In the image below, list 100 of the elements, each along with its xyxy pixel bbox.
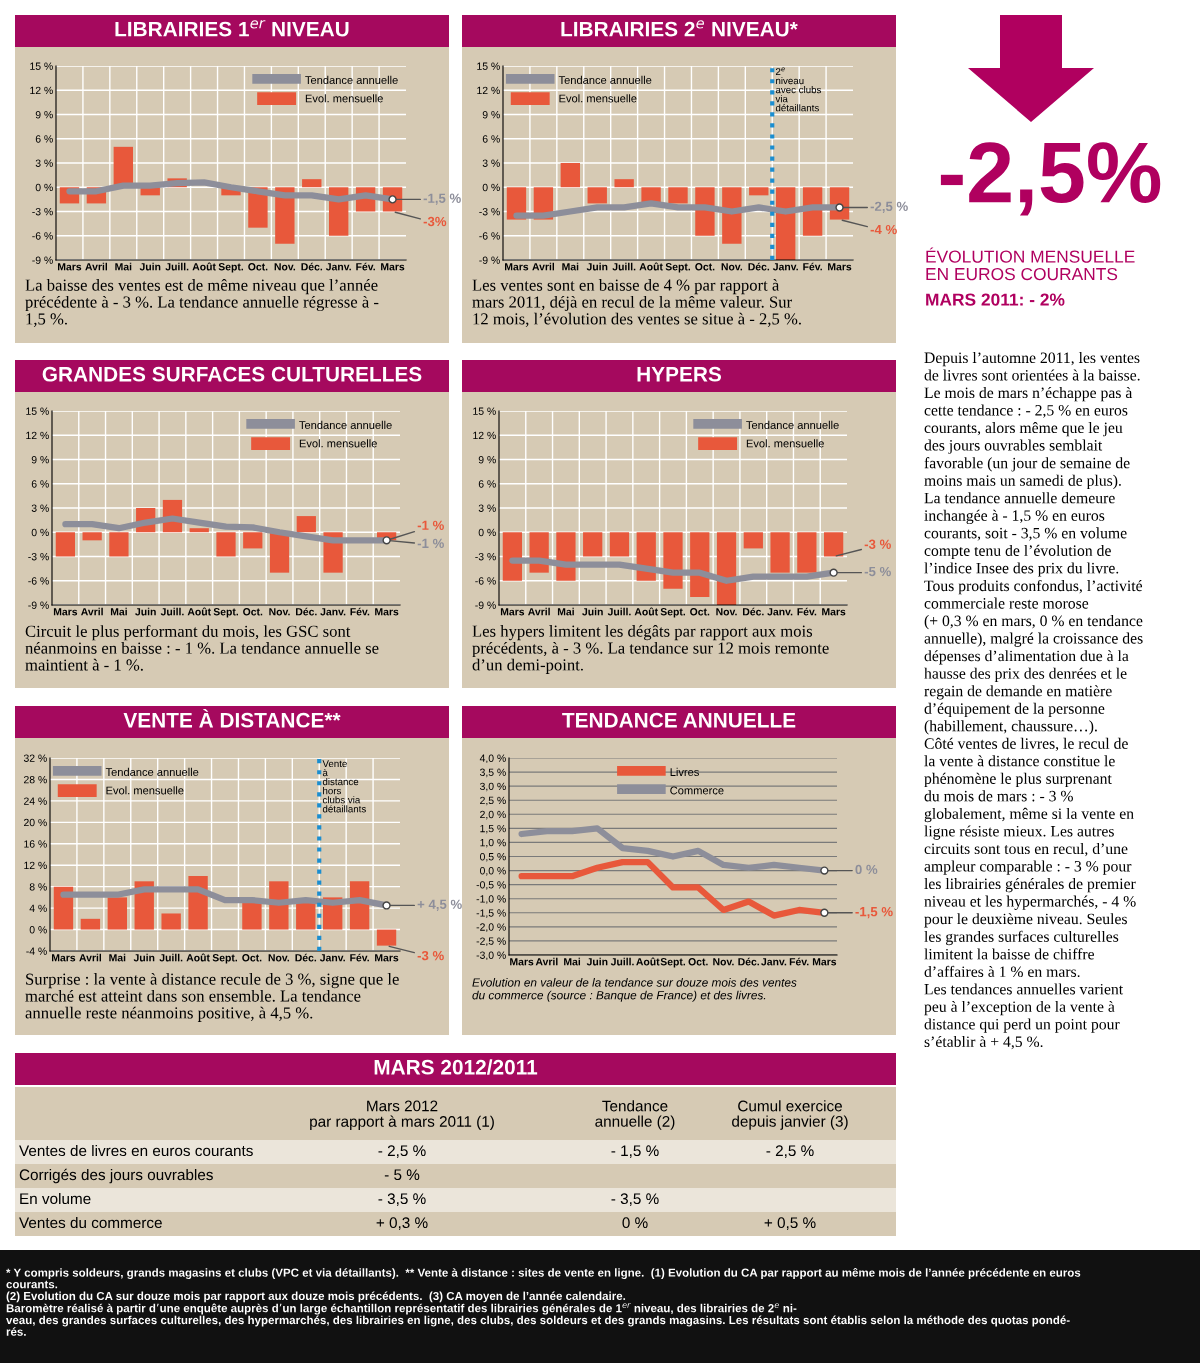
x-tick-label: Oct.: [695, 263, 715, 271]
y-tick-label: 12 %: [473, 431, 496, 440]
x-tick-label: Mai: [109, 953, 126, 962]
y-tick-label: -1,5 %: [476, 909, 506, 918]
bar: [80, 918, 101, 930]
x-tick-label: Janv.: [320, 608, 346, 616]
chart-title: GRANDES SURFACES CULTURELLES: [42, 366, 422, 382]
x-tick-label: Mai: [557, 607, 574, 616]
y-tick-label: -3 %: [28, 553, 49, 561]
y-tick-label: 9 %: [31, 456, 49, 464]
x-tick-label: Avril: [85, 262, 108, 271]
y-tick-label: 1,5 %: [480, 824, 506, 834]
text: - 3,5 %: [611, 1193, 659, 1206]
y-tick-label: 6 %: [35, 135, 53, 143]
category-label: Corrigés des jours ouvrables: [19, 1168, 213, 1184]
chart-title: LIBRAIRIES 1$^{er}$ NIVEAU: [115, 20, 349, 37]
text: + 0,5 %: [764, 1217, 816, 1230]
y-tick-label: -6 %: [475, 577, 496, 585]
x-tick-label: Sept.: [213, 608, 239, 618]
bar: [560, 163, 580, 188]
y-tick-label: -6 %: [32, 232, 53, 240]
y-tick-label: -9 %: [32, 256, 53, 264]
y-tick-label: 2,5 %: [480, 796, 506, 806]
x-tick-label: Nov.: [716, 608, 737, 616]
x-tick-label: Août: [187, 607, 211, 616]
x-tick-label: Avril: [532, 262, 555, 271]
x-tick-label: Déc.: [296, 607, 317, 616]
data-label: -3 %: [417, 950, 444, 961]
x-tick-label: Nov.: [713, 958, 734, 966]
x-tick-label: Déc.: [743, 607, 764, 616]
bar: [296, 902, 316, 930]
x-tick-label: Fév.: [789, 957, 809, 966]
y-tick-label: 3 %: [31, 504, 49, 512]
x-tick-label: Janv.: [761, 958, 787, 966]
bar: [161, 913, 181, 930]
x-tick-label: Déc.: [738, 957, 759, 966]
bar: [55, 532, 76, 557]
text: Circuit le plus performant du mois, les GSC sont néanmoins en baisse : - 1 %. La tendance annuelle se maintient à - 1 %.: [25, 625, 379, 671]
legend-label: Tendance annuelle: [558, 75, 652, 84]
y-tick-label: -6 %: [28, 577, 49, 585]
x-tick-label: Fév.: [803, 262, 822, 271]
legend-label: Evol. mensuelle: [305, 94, 383, 103]
x-tick-label: Juin: [139, 262, 161, 271]
text: Evolution en valeur de la tendance sur douze mois des ventes du commerce (source : Banque de France) et des livres.: [472, 978, 797, 1002]
category-label: Ventes de livres en euros courants: [19, 1144, 253, 1157]
y-tick-label: 15 %: [26, 407, 49, 415]
y-tick-label: 6 %: [31, 480, 49, 488]
text: - 2,5 %: [378, 1145, 426, 1158]
x-tick-label: Août: [186, 953, 210, 962]
y-tick-label: 12 %: [30, 86, 53, 95]
legend-label: Evol. mensuelle: [106, 786, 184, 795]
x-tick-label: Juill.: [160, 607, 184, 616]
legend-label: Evol. mensuelle: [299, 439, 377, 448]
text: MARS 2011: - 2%: [926, 293, 1065, 306]
x-tick-label: Mars: [828, 263, 852, 271]
y-tick-label: 4,0 %: [479, 754, 506, 764]
y-tick-label: 12 %: [24, 861, 47, 870]
x-tick-label: Oct.: [242, 954, 262, 962]
y-tick-label: 20 %: [24, 818, 47, 827]
legend-label: Livres: [670, 767, 699, 776]
x-tick-label: Mars: [510, 958, 534, 966]
x-tick-label: Déc.: [295, 953, 317, 962]
y-tick-label: -0,5 %: [476, 881, 506, 890]
legend-label: Tendance annuelle: [299, 420, 392, 429]
bar: [587, 187, 607, 204]
x-tick-label: Janv.: [325, 263, 351, 271]
bar: [189, 528, 209, 533]
text: * Y compris soldeurs, grands magasins et clubs (VPC et via détaillants). ** Vente à distance : sites de vente en ligne. (1) Evolution du CA par rapport au même mois de l’année précédente en euros courants. (2) Evolution du CA sur douze mois par rapport aux douze mois précédents. (3) CA moyen de l’année calendaire. Baromètre réalisé à partir d’une enquête auprès d’un large échantillon représentatif des librairies générales de 1$^{er}$ niveau, des librairies de 2$^{e}$ ni- veau, des grandes surfaces culturelles, des hypermarchés, des librairies en ligne, des clubs, des soldeurs et des grands magasins. Les résultats sont établis selon la méthode des quotas pondé- rés.: [6, 1268, 1081, 1336]
y-tick-label: -3 %: [479, 208, 500, 216]
chart-title: TENDANCE ANNUELLE: [562, 712, 796, 728]
y-tick-label: 32 %: [23, 754, 47, 762]
y-tick-label: 6 %: [482, 135, 500, 143]
x-tick-label: Juill.: [607, 607, 631, 616]
x-tick-label: Sept.: [212, 954, 238, 964]
y-tick-label: 4 %: [29, 904, 47, 912]
x-tick-label: Fév.: [356, 262, 375, 271]
category-label: Tendance annuelle (2): [595, 1100, 675, 1130]
x-tick-label: Janv.: [767, 608, 793, 616]
bar: [109, 532, 129, 557]
y-tick-label: -4 %: [26, 947, 47, 955]
x-tick-label: Mars: [381, 263, 405, 271]
x-tick-label: Juill.: [165, 262, 189, 271]
legend-label: Evol. mensuelle: [559, 94, 637, 103]
x-tick-label: Fév.: [797, 607, 817, 616]
y-tick-label: 3,5 %: [479, 768, 506, 778]
x-tick-label: Fév.: [350, 607, 370, 616]
x-tick-label: Juin: [582, 607, 603, 616]
category-label: Ventes du commerce: [19, 1216, 162, 1229]
y-tick-label: 3 %: [35, 159, 53, 167]
x-tick-label: Août: [636, 957, 660, 966]
y-tick-label: 1,0 %: [480, 838, 506, 848]
y-tick-label: 9 %: [478, 456, 496, 464]
bar: [242, 902, 262, 930]
bar: [749, 187, 769, 196]
bar: [614, 179, 634, 188]
category-label: En volume: [20, 1192, 91, 1205]
y-tick-label: 0 %: [35, 183, 53, 192]
x-tick-label: Déc.: [748, 262, 770, 271]
y-tick-label: -6 %: [479, 232, 500, 240]
data-label: -5 %: [864, 566, 891, 577]
